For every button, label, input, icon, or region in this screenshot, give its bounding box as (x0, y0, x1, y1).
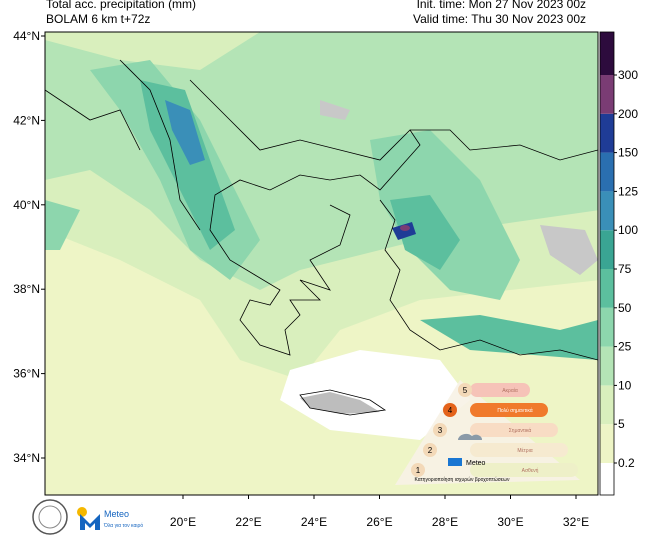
level-number: 4 (448, 406, 453, 415)
colorbar-band (600, 191, 614, 231)
latitude-labels: 44°N 42°N 40°N 38°N 36°N 34°N (13, 29, 45, 465)
level-badge (411, 463, 425, 477)
colorbar-band (600, 424, 614, 463)
lat-label: 40°N (13, 198, 40, 212)
level-name: Μέτρια (517, 447, 532, 454)
colorbar-band (600, 152, 614, 192)
level-name: Σημαντικά (509, 427, 532, 434)
colorbar: 0.2 5 10 25 50 75 100 125 150 200 300 (599, 31, 638, 496)
level-badge (443, 403, 457, 417)
infographic-caption: Κατηγοριοποίηση ισχυρών βροχοπτώσεων (415, 476, 510, 483)
lon-label: 20°E (170, 515, 196, 529)
lon-label: 28°E (432, 515, 458, 529)
colorbar-label: 300 (618, 68, 638, 82)
longitude-labels: 20°E 22°E 24°E 26°E 28°E 30°E 32°E (170, 495, 589, 529)
infographic: 5 Ακραία 4 Πολύ σημαντικά 3 Σημαντικά 2 Μέτρια 1… (395, 380, 580, 485)
colorbar-band (600, 385, 614, 425)
lon-label: 32°E (563, 515, 589, 529)
level-name: Πολύ σημαντικά (497, 407, 532, 414)
colorbar-frame (599, 31, 615, 496)
colorbar-band (600, 463, 614, 495)
lat-label: 34°N (13, 451, 40, 465)
level-number: 1 (416, 466, 421, 475)
level-badge (433, 423, 447, 437)
colorbar-label: 200 (618, 107, 638, 121)
colorbar-band (600, 113, 614, 153)
level-badge (423, 443, 437, 457)
level-name: Ασθενή (522, 467, 539, 474)
colorbar-band (600, 307, 614, 347)
level-number: 3 (438, 426, 443, 435)
colorbar-label: 125 (618, 184, 638, 198)
colorbar-label: 50 (618, 301, 632, 315)
level-number: 5 (463, 386, 468, 395)
colorbar-label: 75 (618, 262, 632, 276)
footer-brand: Meteo (104, 509, 129, 519)
colorbar-label: 5 (618, 417, 625, 431)
level-name: Ακραία (502, 388, 518, 394)
infographic-brand: Meteo (466, 460, 486, 467)
lon-label: 26°E (366, 515, 392, 529)
footer-slogan: Όλα για τον καιρό (103, 522, 143, 529)
model: BOLAM 6 km t+72z (46, 12, 150, 26)
level-number: 2 (428, 446, 433, 455)
colorbar-label: 100 (618, 223, 638, 237)
title: Total acc. precipitation (mm) (46, 0, 196, 11)
colorbar-band (600, 32, 614, 75)
lon-label: 24°E (301, 515, 327, 529)
level-badge (458, 383, 472, 397)
lat-label: 44°N (13, 29, 40, 43)
lat-label: 42°N (13, 113, 40, 127)
colorbar-band (600, 75, 614, 114)
valid-time: Valid time: Thu 30 Nov 2023 00z (413, 12, 586, 26)
colorbar-band (600, 230, 614, 269)
colorbar-label: 10 (618, 378, 632, 392)
colorbar-band (600, 269, 614, 308)
init-time: Init. time: Mon 27 Nov 2023 00z (417, 0, 586, 11)
map (44, 31, 599, 496)
lon-label: 22°E (235, 515, 261, 529)
lat-label: 36°N (13, 367, 40, 381)
colorbar-label: 25 (618, 340, 632, 354)
footer-logos: Meteo Όλα για τον καιρό (32, 499, 143, 535)
colorbar-label: 0.2 (618, 456, 635, 470)
colorbar-label: 150 (618, 146, 638, 160)
lat-label: 38°N (13, 282, 40, 296)
lon-label: 30°E (497, 515, 523, 529)
colorbar-band (600, 346, 614, 386)
